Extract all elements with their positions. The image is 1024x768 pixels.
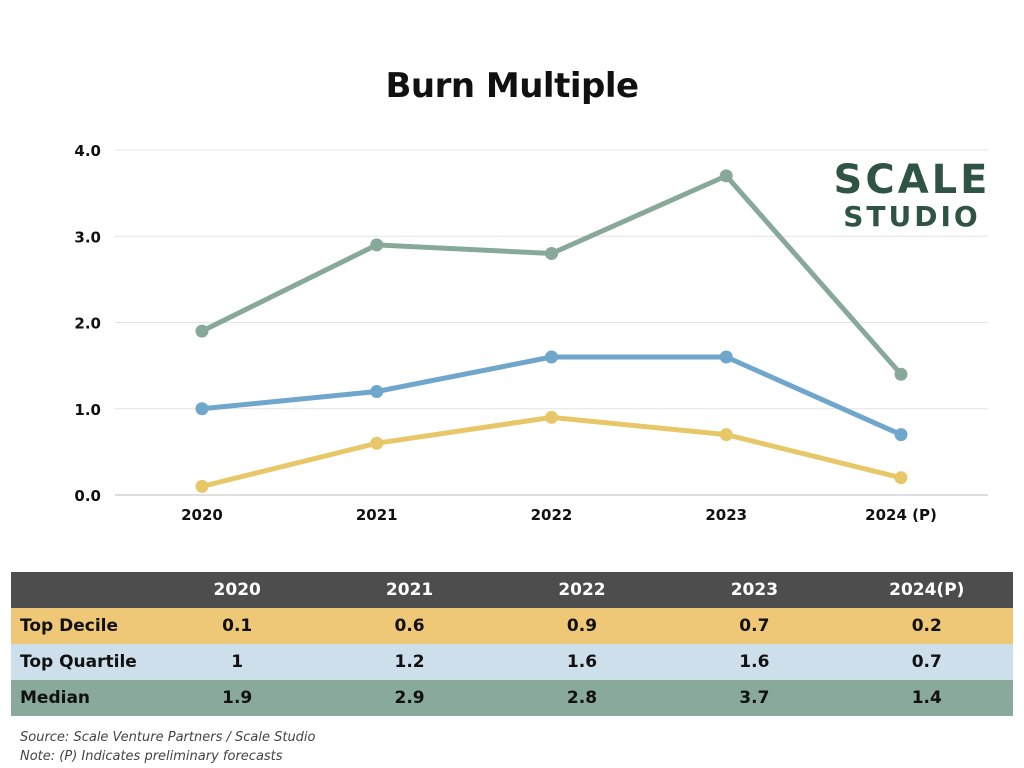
x-tick-label: 2024 (P) xyxy=(865,506,937,524)
table-cell: 2.9 xyxy=(323,680,496,716)
logo-text-scale: SCALE xyxy=(833,157,991,203)
data-point-top-decile xyxy=(370,436,384,450)
data-table: 2020 2021 2022 2023 2024(P) Top Decile 0.1 0.6… xyxy=(11,572,1013,716)
line-chart: 0.0 1.0 2.0 3.0 4.0 2020 2021 2022 2023 2024 (P) xyxy=(74,142,988,524)
table-cell: 1.4 xyxy=(840,680,1013,716)
table-header-year: 2020 xyxy=(151,572,324,608)
table-header-year: 2022 xyxy=(495,572,669,608)
table-cell: 0.7 xyxy=(668,608,841,644)
logo-text-studio: STUDIO xyxy=(843,200,981,233)
scale-studio-logo: SCALE STUDIO xyxy=(832,158,992,232)
table-header-corner xyxy=(11,572,151,608)
table-cell: 1.6 xyxy=(495,644,669,680)
footnotes: Source: Scale Venture Partners / Scale S… xyxy=(20,728,316,766)
x-tick-label: 2022 xyxy=(531,506,573,524)
data-point-top-decile xyxy=(719,428,733,442)
y-tick-label: 3.0 xyxy=(74,228,101,246)
data-point-top-quartile xyxy=(545,350,558,364)
data-point-median xyxy=(370,238,384,252)
data-point-top-quartile xyxy=(370,385,384,398)
data-point-top-decile xyxy=(545,410,558,424)
table-header-year: 2021 xyxy=(323,572,496,608)
y-tick-label: 4.0 xyxy=(74,142,101,160)
row-label: Top Quartile xyxy=(11,644,151,680)
table-cell: 3.7 xyxy=(668,680,841,716)
data-point-top-quartile xyxy=(719,350,733,364)
table-cell: 0.7 xyxy=(840,644,1013,680)
row-label: Median xyxy=(11,680,151,716)
row-label: Top Decile xyxy=(11,608,151,644)
x-tick-label: 2023 xyxy=(705,506,747,524)
table-cell: 0.6 xyxy=(323,608,496,644)
table-cell: 1.9 xyxy=(151,680,324,716)
data-point-median xyxy=(894,367,908,381)
table-row: Top Decile 0.1 0.6 0.9 0.7 0.2 xyxy=(11,608,1013,644)
data-point-median xyxy=(719,169,733,183)
x-tick-label: 2021 xyxy=(356,506,398,524)
source-note: Source: Scale Venture Partners / Scale S… xyxy=(20,730,316,745)
y-tick-label: 1.0 xyxy=(74,401,101,419)
y-tick-label: 0.0 xyxy=(74,487,101,505)
data-point-median xyxy=(545,247,558,260)
table-cell: 0.2 xyxy=(840,608,1013,644)
table-cell: 2.8 xyxy=(495,680,669,716)
table-cell: 0.9 xyxy=(495,608,669,644)
table-cell: 1.2 xyxy=(323,644,496,680)
series-line-top-decile xyxy=(199,414,904,489)
table-row: Median 1.9 2.9 2.8 3.7 1.4 xyxy=(11,680,1013,716)
table-header-row: 2020 2021 2022 2023 2024(P) xyxy=(11,572,1013,608)
table-header-year: 2023 xyxy=(668,572,841,608)
data-point-median xyxy=(195,324,209,338)
preliminary-note: Note: (P) Indicates preliminary forecast… xyxy=(20,749,283,764)
data-point-top-quartile xyxy=(894,428,908,442)
series-line-median xyxy=(199,173,904,377)
table-cell: 1.6 xyxy=(668,644,841,680)
table-cell: 1 xyxy=(151,644,324,680)
x-tick-label: 2020 xyxy=(181,506,223,524)
table-row: Top Quartile 1 1.2 1.6 1.6 0.7 xyxy=(11,644,1013,680)
table-cell: 0.1 xyxy=(151,608,324,644)
data-point-top-decile xyxy=(894,471,908,485)
y-tick-label: 2.0 xyxy=(74,315,101,333)
table-header-year: 2024(P) xyxy=(840,572,1013,608)
data-point-top-decile xyxy=(195,479,209,493)
data-point-top-quartile xyxy=(195,402,209,416)
chart-title: Burn Multiple xyxy=(385,66,639,106)
